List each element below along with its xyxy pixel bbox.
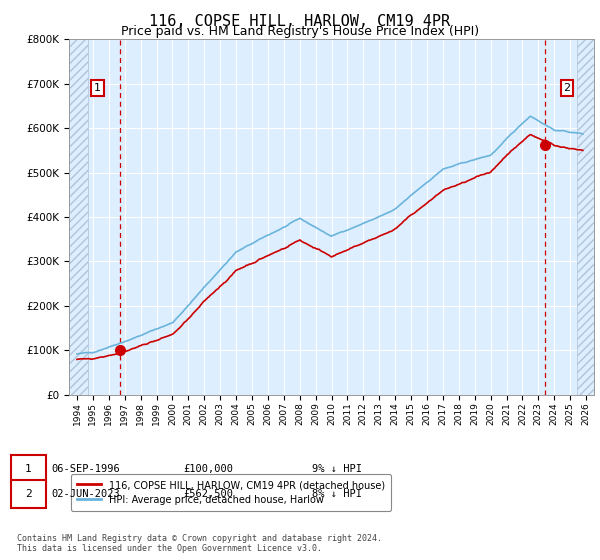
Text: 9% ↓ HPI: 9% ↓ HPI [312,464,362,474]
Legend: 116, COPSE HILL, HARLOW, CM19 4PR (detached house), HPI: Average price, detached: 116, COPSE HILL, HARLOW, CM19 4PR (detac… [71,474,391,511]
Text: 2: 2 [563,83,571,93]
Text: £100,000: £100,000 [183,464,233,474]
Text: 1: 1 [94,83,101,93]
Text: 1: 1 [25,464,32,474]
Text: 02-JUN-2023: 02-JUN-2023 [51,489,120,499]
Text: 2: 2 [25,489,32,499]
Text: Price paid vs. HM Land Registry's House Price Index (HPI): Price paid vs. HM Land Registry's House … [121,25,479,38]
Text: 116, COPSE HILL, HARLOW, CM19 4PR: 116, COPSE HILL, HARLOW, CM19 4PR [149,14,451,29]
Text: £562,500: £562,500 [183,489,233,499]
Text: Contains HM Land Registry data © Crown copyright and database right 2024.
This d: Contains HM Land Registry data © Crown c… [17,534,382,553]
Bar [69,39,88,395]
Text: 06-SEP-1996: 06-SEP-1996 [51,464,120,474]
Bar [577,39,594,395]
Text: 8% ↓ HPI: 8% ↓ HPI [312,489,362,499]
